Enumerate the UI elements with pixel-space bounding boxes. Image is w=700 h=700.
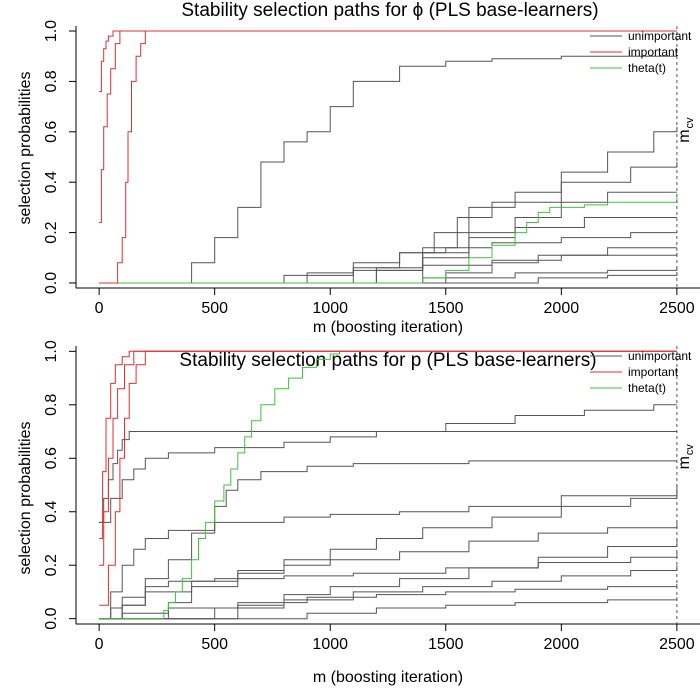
series-line-important xyxy=(99,30,677,284)
series-line-unimportant xyxy=(99,272,678,284)
x-tick-label: 0 xyxy=(95,636,104,653)
mcv-label-sub: cv xyxy=(684,117,696,129)
series-line-unimportant xyxy=(99,522,678,620)
series-line-unimportant xyxy=(99,232,677,284)
series-line-theta xyxy=(99,197,678,284)
mcv-label-sub: cv xyxy=(684,444,696,456)
y-tick-label: 1.0 xyxy=(43,340,60,362)
series-line-unimportant xyxy=(99,55,677,284)
series-line-unimportant xyxy=(99,551,678,620)
series-line-theta xyxy=(99,351,340,620)
legend: unimportant important theta(t) xyxy=(590,29,692,75)
series-line-unimportant xyxy=(99,460,677,620)
y-tick-label: 0.2 xyxy=(43,554,60,576)
series-line-unimportant xyxy=(99,404,677,523)
y-tick-label: 0.2 xyxy=(43,221,60,243)
y-tick-label: 0.0 xyxy=(43,607,60,629)
legend-label: theta(t) xyxy=(628,381,666,395)
x-tick-label: 1000 xyxy=(312,636,348,653)
legend-label: important xyxy=(628,365,679,379)
x-tick-label: 2000 xyxy=(544,300,580,317)
legend-label: unimportant xyxy=(628,29,692,43)
x-tick-label: 500 xyxy=(201,636,228,653)
y-tick-label: 0.8 xyxy=(43,394,60,416)
legend-label: theta(t) xyxy=(628,61,666,75)
x-tick-label: 0 xyxy=(95,300,104,317)
series-line-important xyxy=(99,350,677,539)
series-line-important xyxy=(99,350,677,606)
chart-title: Stability selection paths for p (PLS bas… xyxy=(179,350,596,371)
series-line-unimportant xyxy=(99,490,678,620)
series-line-unimportant xyxy=(99,565,678,620)
legend-label: unimportant xyxy=(628,349,692,363)
series-line-important xyxy=(99,30,677,223)
mcv-label: m xyxy=(676,129,693,142)
chart-phi: Stability selection paths for ϕ (PLS bas… xyxy=(17,0,700,336)
y-tick-label: 0.8 xyxy=(43,70,60,92)
series-line-unimportant xyxy=(99,162,678,284)
chart-p: Stability selection paths for p (PLS bas… xyxy=(17,340,700,686)
y-tick-label: 0.4 xyxy=(43,171,60,193)
x-tick-label: 1500 xyxy=(428,636,464,653)
x-tick-label: 2000 xyxy=(544,636,580,653)
x-tick-label: 1500 xyxy=(428,300,464,317)
y-tick-label: 1.0 xyxy=(43,20,60,42)
x-axis-label: m (boosting iteration) xyxy=(313,669,463,686)
x-tick-label: 1000 xyxy=(312,300,348,317)
series-line-unimportant xyxy=(99,252,678,284)
y-tick-label: 0.4 xyxy=(43,501,60,523)
legend: unimportant important theta(t) xyxy=(590,349,692,395)
series-line-unimportant xyxy=(99,597,678,620)
series-line-unimportant xyxy=(99,485,678,620)
x-tick-label: 2500 xyxy=(659,300,695,317)
series-line-important xyxy=(99,30,677,92)
plot-area: 0 500 1000 1500 2000 2500 0.0 0.2 0.4 0.6 0.8 1.0 mc… xyxy=(43,340,700,653)
plot-area: 0 500 1000 1500 2000 2500 0.0 0.2 0.4 0.6 0.8 1.0 mc… xyxy=(43,20,700,317)
y-tick-label: 0.6 xyxy=(43,447,60,469)
mcv-label: m xyxy=(676,456,693,469)
y-axis-label: selection probabilities xyxy=(17,422,34,575)
series-line-unimportant xyxy=(99,431,677,523)
y-tick-label: 0.6 xyxy=(43,121,60,143)
chart-title: Stability selection paths for ϕ (PLS bas… xyxy=(181,0,598,21)
x-tick-label: 500 xyxy=(201,300,228,317)
legend-label: important xyxy=(628,45,679,59)
x-tick-label: 2500 xyxy=(659,636,695,653)
y-axis-label: selection probabilities xyxy=(17,72,34,225)
y-tick-label: 0.0 xyxy=(43,272,60,294)
series-line-unimportant xyxy=(99,583,678,620)
x-axis-label: m (boosting iteration) xyxy=(313,319,463,336)
series-line-important xyxy=(99,350,677,566)
